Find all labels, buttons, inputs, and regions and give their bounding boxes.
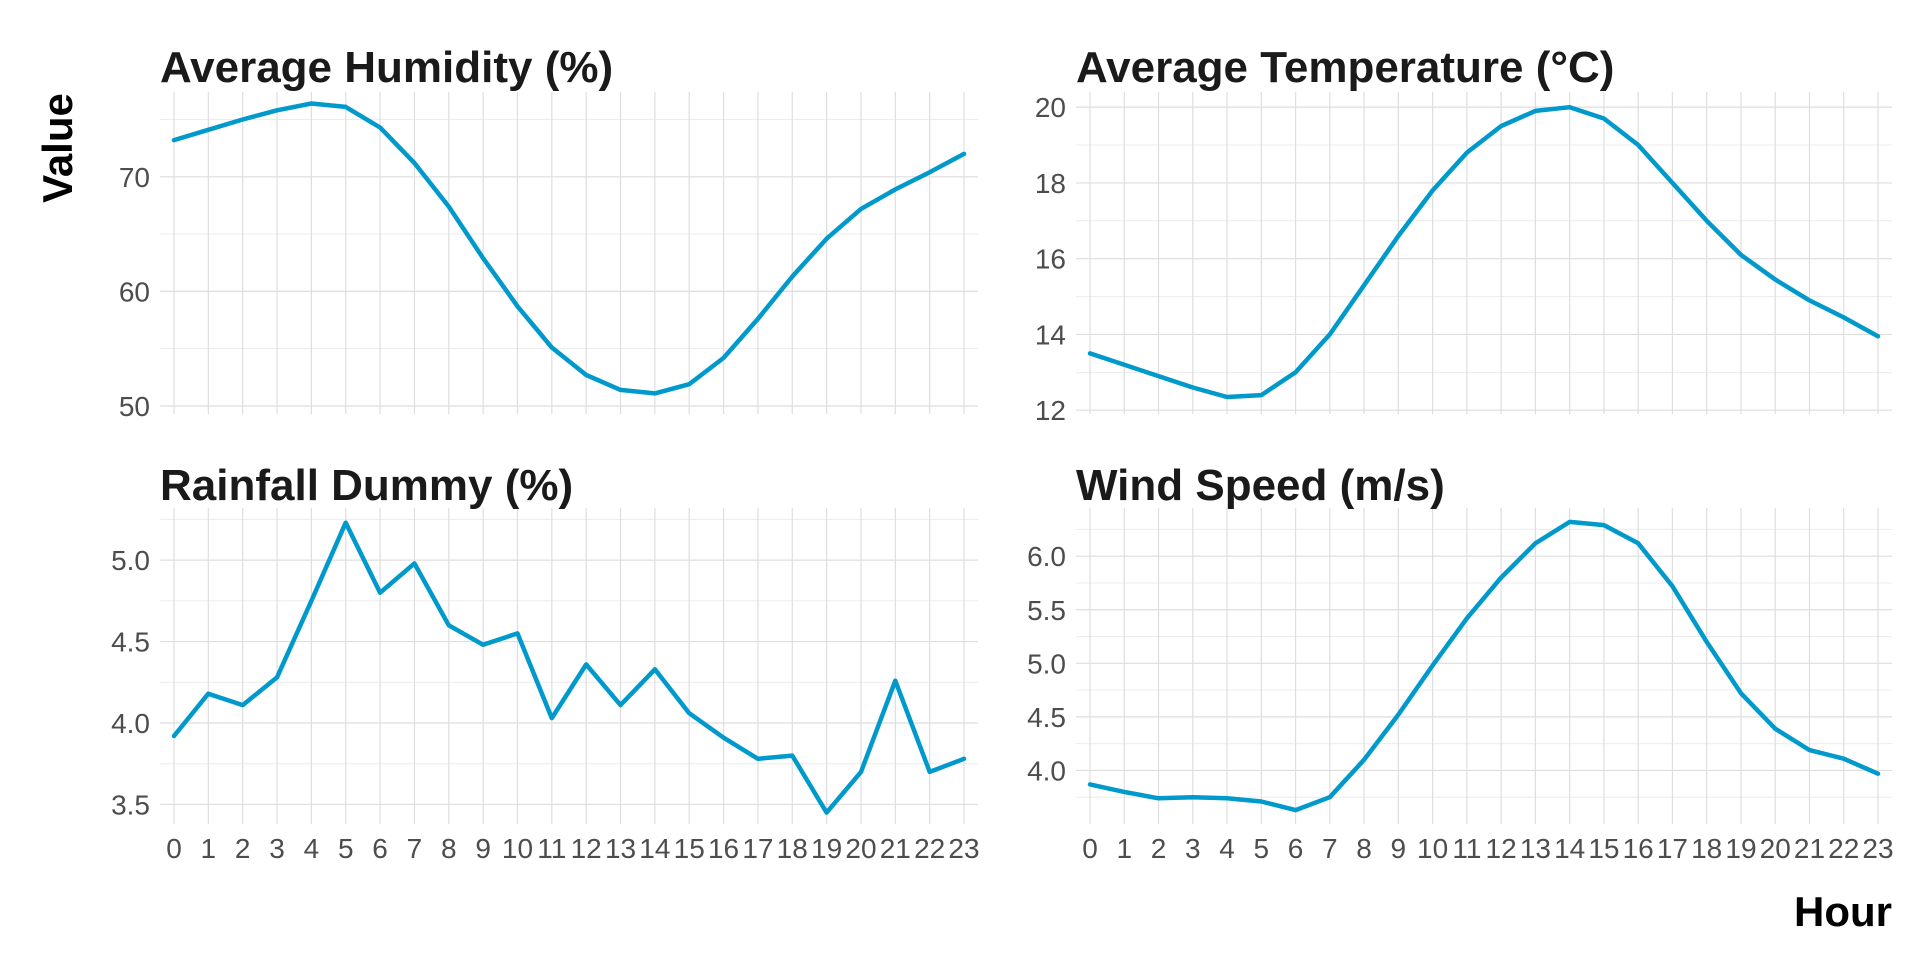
y-tick-label: 5.0 bbox=[1027, 648, 1066, 679]
x-tick-label: 4 bbox=[304, 833, 320, 864]
y-tick-label: 4.0 bbox=[1027, 755, 1066, 786]
series-line bbox=[1087, 519, 1881, 813]
x-tick-label: 23 bbox=[1862, 833, 1893, 864]
x-tick-label: 22 bbox=[1828, 833, 1859, 864]
x-tick-label: 5 bbox=[338, 833, 354, 864]
x-tick-label: 16 bbox=[1623, 833, 1654, 864]
x-tick-label: 5 bbox=[1254, 833, 1270, 864]
panel-title: Wind Speed (m/s) bbox=[1076, 461, 1445, 510]
x-tick-label: 1 bbox=[201, 833, 217, 864]
x-tick-label: 9 bbox=[475, 833, 491, 864]
x-tick-label: 8 bbox=[1356, 833, 1372, 864]
y-tick-label: 3.5 bbox=[111, 789, 150, 820]
panel-1: 50 60 70 Average Humidity (%) bbox=[119, 43, 978, 422]
y-tick-label: 6.0 bbox=[1027, 541, 1066, 572]
x-tick-label: 9 bbox=[1391, 833, 1407, 864]
y-tick-label: 60 bbox=[119, 276, 150, 307]
x-tick-label: 21 bbox=[1794, 833, 1825, 864]
x-tick-label: 2 bbox=[235, 833, 251, 864]
y-tick-label: 20 bbox=[1035, 92, 1066, 123]
x-tick-label: 17 bbox=[742, 833, 773, 864]
y-tick-label: 4.5 bbox=[1027, 702, 1066, 733]
panel-3: 3.54.04.55.00 1 2 3 4 5 6 7 8 9 10 11 12 13 14 15 16 17 18… bbox=[111, 461, 980, 864]
x-tick-label: 2 bbox=[1151, 833, 1167, 864]
panel-title: Average Temperature (°C) bbox=[1076, 43, 1614, 92]
x-tick-label: 6 bbox=[1288, 833, 1304, 864]
x-tick-label: 12 bbox=[571, 833, 602, 864]
x-tick-label: 6 bbox=[372, 833, 388, 864]
x-tick-label: 10 bbox=[502, 833, 533, 864]
x-tick-label: 3 bbox=[1185, 833, 1201, 864]
x-tick-label: 11 bbox=[537, 833, 566, 864]
y-tick-label: 70 bbox=[119, 162, 150, 193]
series-line bbox=[171, 101, 967, 396]
x-tick-label: 7 bbox=[407, 833, 423, 864]
y-tick-label: 5.5 bbox=[1027, 595, 1066, 626]
y-tick-label: 16 bbox=[1035, 244, 1066, 275]
x-tick-label: 11 bbox=[1452, 833, 1481, 864]
y-tick-label: 12 bbox=[1035, 395, 1066, 426]
panel-title: Average Humidity (%) bbox=[160, 43, 613, 92]
x-tick-label: 0 bbox=[166, 833, 182, 864]
y-tick-label: 4.5 bbox=[111, 627, 150, 658]
x-tick-label: 13 bbox=[1520, 833, 1551, 864]
x-tick-label: 15 bbox=[1588, 833, 1619, 864]
x-tick-label: 1 bbox=[1116, 833, 1132, 864]
y-tick-label: 18 bbox=[1035, 168, 1066, 199]
x-tick-label: 15 bbox=[674, 833, 705, 864]
x-axis-title: Hour bbox=[1794, 888, 1892, 935]
x-tick-label: 0 bbox=[1082, 833, 1098, 864]
y-tick-label: 14 bbox=[1035, 319, 1066, 350]
x-tick-label: 4 bbox=[1219, 833, 1235, 864]
x-tick-label: 14 bbox=[639, 833, 670, 864]
x-tick-label: 20 bbox=[845, 833, 876, 864]
panel-4: 4.04.55.05.56.00 1 2 3 4 5 6 7 8 9 10 11 12 13 14 15 16 1… bbox=[1027, 461, 1894, 864]
x-tick-label: 3 bbox=[269, 833, 285, 864]
y-tick-label: 50 bbox=[119, 391, 150, 422]
x-tick-label: 21 bbox=[880, 833, 911, 864]
x-tick-label: 23 bbox=[948, 833, 979, 864]
series-line bbox=[1087, 104, 1881, 400]
panel-2: 12 14 16 18 20 Average Temperature (°C) bbox=[1035, 43, 1892, 426]
x-tick-label: 12 bbox=[1486, 833, 1517, 864]
x-tick-label: 19 bbox=[1725, 833, 1756, 864]
y-tick-label: 4.0 bbox=[111, 708, 150, 739]
panel-title: Rainfall Dummy (%) bbox=[160, 461, 573, 510]
x-tick-label: 19 bbox=[811, 833, 842, 864]
x-tick-label: 8 bbox=[441, 833, 457, 864]
x-tick-label: 10 bbox=[1417, 833, 1448, 864]
y-tick-label: 5.0 bbox=[111, 545, 150, 576]
x-tick-label: 18 bbox=[1691, 833, 1722, 864]
x-tick-label: 7 bbox=[1322, 833, 1338, 864]
series-line bbox=[171, 520, 967, 815]
x-tick-label: 14 bbox=[1554, 833, 1585, 864]
x-tick-label: 17 bbox=[1657, 833, 1688, 864]
x-tick-label: 13 bbox=[605, 833, 636, 864]
x-tick-label: 20 bbox=[1760, 833, 1791, 864]
x-tick-label: 22 bbox=[914, 833, 945, 864]
x-tick-label: 16 bbox=[708, 833, 739, 864]
y-axis-title: Value bbox=[34, 93, 81, 203]
x-tick-label: 18 bbox=[777, 833, 808, 864]
